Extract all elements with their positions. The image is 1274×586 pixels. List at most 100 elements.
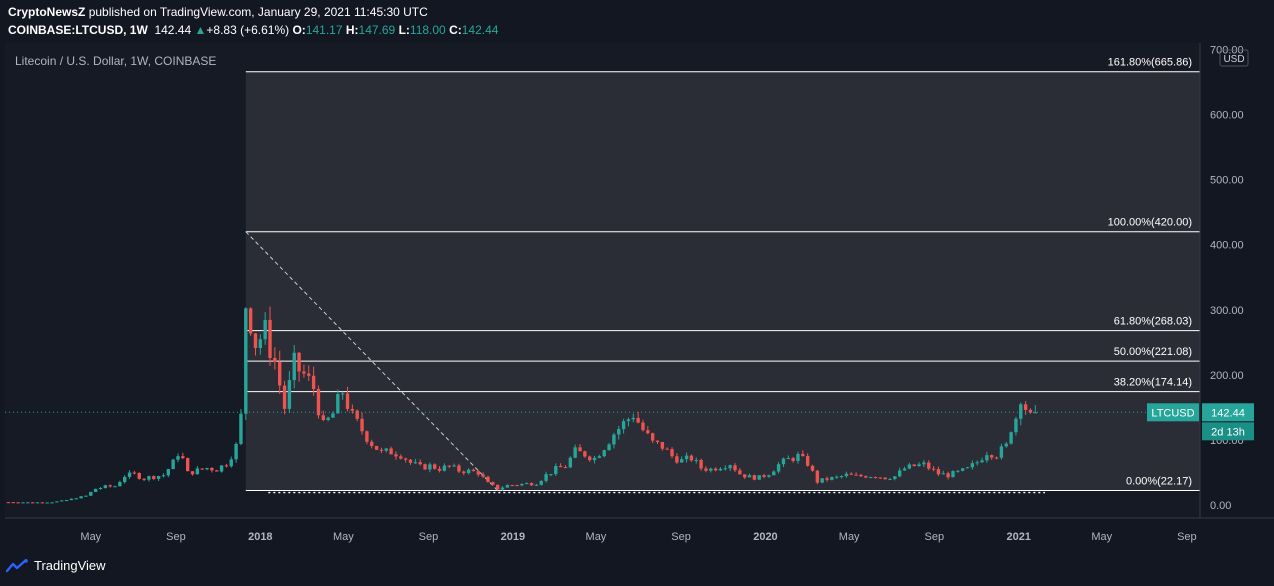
candle-body[interactable] <box>893 476 897 480</box>
candle-body[interactable] <box>316 389 321 416</box>
candle-body[interactable] <box>941 473 945 475</box>
candle-body[interactable] <box>592 457 597 461</box>
candle-body[interactable] <box>757 475 761 480</box>
candle-body[interactable] <box>820 478 824 483</box>
candle-body[interactable] <box>365 431 369 442</box>
candle-body[interactable] <box>345 393 350 409</box>
candle-body[interactable] <box>965 467 970 469</box>
candle-body[interactable] <box>709 468 713 471</box>
candle-body[interactable] <box>219 465 224 472</box>
candle-body[interactable] <box>936 469 941 475</box>
candle-body[interactable] <box>888 479 892 481</box>
candle-body[interactable] <box>258 339 263 349</box>
candle-body[interactable] <box>311 375 316 390</box>
candle-body[interactable] <box>340 393 345 395</box>
candle-body[interactable] <box>1033 412 1038 414</box>
candle-body[interactable] <box>500 487 505 490</box>
candle-body[interactable] <box>733 465 737 471</box>
candle-body[interactable] <box>1014 418 1018 433</box>
candle-body[interactable] <box>336 394 340 414</box>
candle-body[interactable] <box>670 449 674 457</box>
candle-body[interactable] <box>471 469 476 472</box>
candle-body[interactable] <box>413 462 418 464</box>
candle-body[interactable] <box>418 462 422 465</box>
candle-body[interactable] <box>558 466 563 468</box>
candle-body[interactable] <box>713 468 718 471</box>
candle-body[interactable] <box>970 463 975 468</box>
candle-body[interactable] <box>171 459 175 470</box>
candle-body[interactable] <box>583 451 587 457</box>
candle-body[interactable] <box>641 422 645 431</box>
candle-body[interactable] <box>399 456 403 459</box>
candle-body[interactable] <box>1004 443 1008 447</box>
candle-body[interactable] <box>897 470 902 477</box>
candle-body[interactable] <box>539 480 543 485</box>
candle-body[interactable] <box>447 465 451 467</box>
candle-body[interactable] <box>650 433 655 441</box>
candle-body[interactable] <box>510 485 514 487</box>
candle-body[interactable] <box>951 471 955 478</box>
candle-body[interactable] <box>6 502 11 504</box>
candle-body[interactable] <box>563 467 568 469</box>
candle-body[interactable] <box>796 453 800 461</box>
candle-body[interactable] <box>839 476 844 478</box>
candle-body[interactable] <box>520 483 524 486</box>
candle-body[interactable] <box>738 470 742 475</box>
candle-body[interactable] <box>11 502 15 504</box>
candle-body[interactable] <box>190 471 195 475</box>
candle-body[interactable] <box>35 502 40 504</box>
candle-body[interactable] <box>597 456 602 458</box>
candle-body[interactable] <box>321 415 325 421</box>
candle-body[interactable] <box>93 488 98 492</box>
candle-body[interactable] <box>907 464 912 469</box>
price-chart[interactable]: 161.80%(665.86) 100.00%(420.00) 61.80%(268… <box>0 43 1274 551</box>
candle-body[interactable] <box>26 502 30 504</box>
candle-body[interactable] <box>665 448 669 450</box>
candle-body[interactable] <box>626 419 631 422</box>
candle-body[interactable] <box>985 455 989 461</box>
candle-body[interactable] <box>307 373 311 376</box>
candle-body[interactable] <box>239 413 243 444</box>
candle-body[interactable] <box>747 475 752 478</box>
candle-body[interactable] <box>859 474 863 477</box>
candle-body[interactable] <box>248 308 253 334</box>
candle-body[interactable] <box>113 486 117 488</box>
candle-body[interactable] <box>40 502 45 504</box>
candle-body[interactable] <box>849 473 853 475</box>
candle-body[interactable] <box>946 473 950 478</box>
candle-body[interactable] <box>999 446 1004 458</box>
candle-body[interactable] <box>457 465 461 472</box>
candle-body[interactable] <box>573 447 577 458</box>
candle-body[interactable] <box>481 474 485 477</box>
candle-body[interactable] <box>505 485 510 488</box>
candle-body[interactable] <box>844 473 849 477</box>
candle-body[interactable] <box>549 474 553 476</box>
candle-body[interactable] <box>384 448 388 451</box>
candle-body[interactable] <box>103 485 108 489</box>
candle-body[interactable] <box>282 385 287 409</box>
candle-body[interactable] <box>253 333 258 349</box>
candle-body[interactable] <box>74 498 78 500</box>
candle-body[interactable] <box>452 465 456 467</box>
candle-body[interactable] <box>433 464 437 469</box>
candle-body[interactable] <box>776 464 781 472</box>
candle-body[interactable] <box>621 421 626 430</box>
candle-body[interactable] <box>646 430 650 434</box>
candle-body[interactable] <box>767 475 771 477</box>
candle-body[interactable] <box>152 476 156 479</box>
candle-body[interactable] <box>210 467 214 471</box>
candle-body[interactable] <box>723 468 728 470</box>
candle-body[interactable] <box>123 476 127 483</box>
candle-body[interactable] <box>655 440 660 443</box>
candle-body[interactable] <box>772 471 776 476</box>
candle-body[interactable] <box>350 408 355 411</box>
candle-body[interactable] <box>161 475 166 477</box>
candle-body[interactable] <box>883 477 887 480</box>
candle-body[interactable] <box>728 465 732 469</box>
candle-body[interactable] <box>442 465 447 471</box>
candle-body[interactable] <box>917 464 921 467</box>
candle-body[interactable] <box>185 458 190 472</box>
candle-body[interactable] <box>118 482 122 487</box>
candle-body[interactable] <box>980 460 984 463</box>
candle-body[interactable] <box>607 444 611 451</box>
